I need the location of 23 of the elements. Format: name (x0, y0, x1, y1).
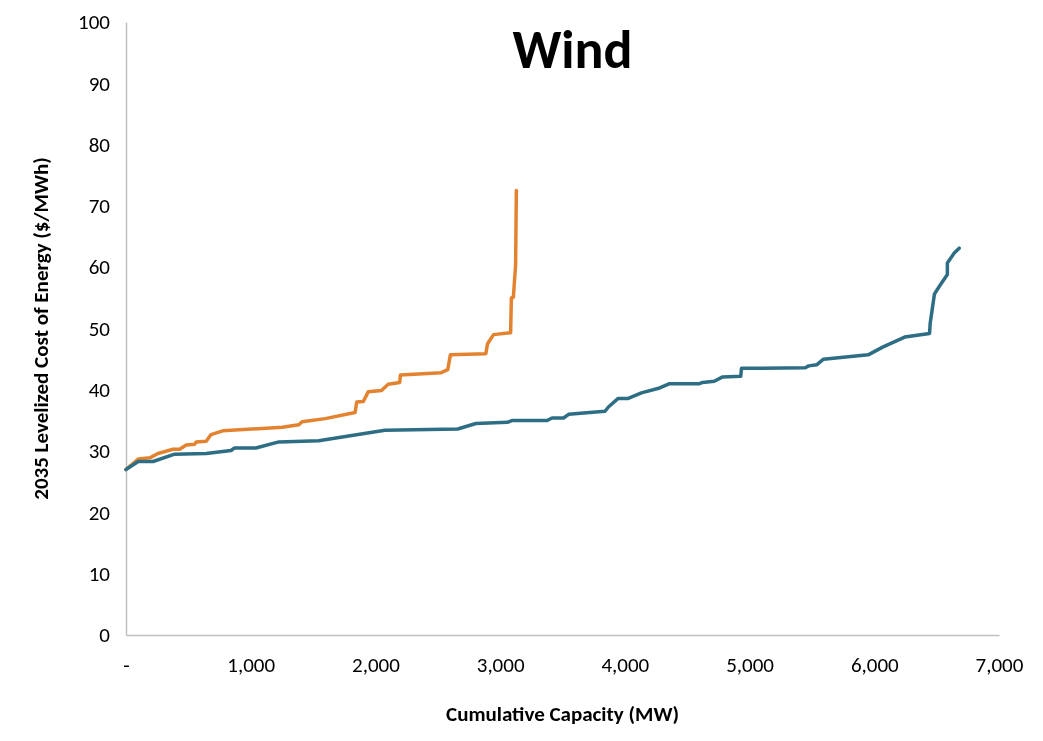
x-tick-label: 6,000 (850, 651, 900, 678)
x-tick-label: 4,000 (601, 651, 650, 678)
x-tick-label: 2,000 (352, 651, 401, 678)
y-axis-title: 2035 Levelized Cost of Energy ($/MWh) (28, 157, 54, 500)
y-tick-label: 10 (88, 560, 111, 587)
x-tick-label: 7,000 (975, 651, 1024, 678)
x-tick-label: 3,000 (476, 651, 525, 678)
chart-title: Wind (512, 17, 633, 83)
y-tick-label: 30 (88, 438, 111, 465)
x-tick-label: 5,000 (726, 651, 775, 678)
y-tick-label: 20 (88, 499, 111, 526)
x-axis-title: Cumulative Capacity (MW) (446, 701, 679, 727)
y-tick-label: 60 (88, 254, 111, 281)
y-tick-label: 50 (88, 315, 111, 342)
y-tick-label: 40 (88, 377, 111, 404)
y-tick-label: 100 (78, 9, 111, 36)
y-tick-label: 80 (88, 131, 111, 158)
y-tick-label: 70 (88, 193, 111, 220)
line-series (124, 246, 961, 472)
y-tick-label: 90 (88, 70, 111, 97)
y-tick-label: 0 (99, 622, 111, 649)
x-tick-label: 1,000 (227, 651, 276, 678)
x-tick-label: - (123, 651, 130, 678)
